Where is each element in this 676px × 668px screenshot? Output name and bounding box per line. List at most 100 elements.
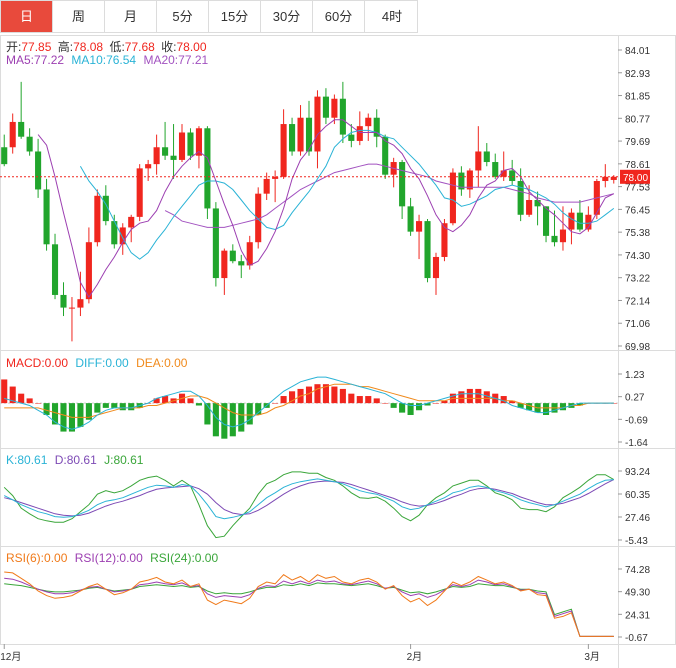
ma20-value: 77.21 <box>178 53 209 67</box>
candle-body <box>602 176 609 182</box>
candle-body <box>170 155 177 160</box>
candle-body <box>509 170 516 182</box>
ma5-label: MA5: <box>6 53 35 67</box>
macd-legend: MACD:0.00 DIFF:0.00 DEA:0.00 <box>6 356 187 370</box>
rsi6-value: 0.00 <box>44 551 68 565</box>
candle-body <box>280 124 287 177</box>
candle-body <box>26 136 33 152</box>
open-value: 77.85 <box>21 40 52 54</box>
rsi6-line <box>4 571 614 637</box>
candle-body <box>314 96 321 152</box>
macd-bar <box>416 403 423 411</box>
macd-bar <box>356 396 363 404</box>
candle-body <box>348 134 355 141</box>
last-price-tag-bg <box>620 169 650 184</box>
y-tick-label: 24.31 <box>625 610 650 621</box>
macd-bar <box>195 403 202 406</box>
tab-30min[interactable]: 30分 <box>261 1 313 32</box>
tab-5min[interactable]: 5分 <box>157 1 209 32</box>
candle-body <box>297 117 304 152</box>
rsi6-label: RSI(6): <box>6 551 45 565</box>
tab-month[interactable]: 月 <box>105 1 157 32</box>
macd-bar <box>390 403 397 408</box>
macd-bar <box>94 403 101 413</box>
macd-bar <box>246 403 253 425</box>
macd-bar <box>51 403 59 425</box>
candle-body <box>153 147 160 165</box>
macd-bar <box>517 403 524 408</box>
open-label: 开: <box>6 40 22 54</box>
y-tick-label: 69.98 <box>625 342 650 353</box>
tab-60min[interactable]: 60分 <box>313 1 365 32</box>
macd-bar <box>128 403 135 411</box>
rsi24-value: 0.00 <box>194 551 219 565</box>
candle-body <box>94 195 101 243</box>
macd-bar <box>60 403 67 432</box>
macd-bar <box>441 400 448 404</box>
macd-bar <box>424 403 431 406</box>
candle-body <box>517 181 524 215</box>
candle-body <box>339 98 346 135</box>
macd-bar <box>331 386 338 404</box>
candle-body <box>212 208 219 279</box>
candle-body <box>322 96 329 118</box>
kdj-k-line <box>3 478 614 520</box>
macd-bar <box>339 388 346 404</box>
ma10-label: MA10: <box>71 53 107 67</box>
candle-body <box>568 212 575 230</box>
macd-bar <box>365 396 372 404</box>
tab-4hour[interactable]: 4时 <box>381 9 403 24</box>
kdj-d-line <box>4 479 615 517</box>
macd-bar <box>542 403 550 415</box>
x-tick-label: 12月 <box>0 651 21 663</box>
macd-bar <box>373 398 380 404</box>
candle-body <box>128 216 135 228</box>
ma-legend: MA5:77.22 MA10:76.54 MA20:77.21 <box>6 53 208 67</box>
macd-bar <box>221 403 228 439</box>
period-tab-bar: 日 周 月 5分 15分 30分 60分 4时 <box>0 0 418 33</box>
candle-body <box>373 117 380 137</box>
y-tick-label: 27.46 <box>625 513 650 524</box>
tab-15min[interactable]: 15分 <box>209 1 261 32</box>
macd-bar <box>1 379 8 404</box>
y-tick-label: 71.06 <box>625 319 650 330</box>
macd-value: 0.00 <box>44 356 69 370</box>
x-tick-label: 3月 <box>584 651 600 663</box>
k-label: K: <box>6 453 18 467</box>
macd-bar <box>255 403 262 415</box>
macd-bar <box>432 403 440 404</box>
y-tick-label: -0.69 <box>625 415 648 426</box>
dea-line <box>4 383 614 418</box>
macd-bar <box>153 398 160 404</box>
y-tick-label: 84.01 <box>625 46 650 57</box>
tab-day[interactable]: 日 <box>1 1 53 32</box>
candle-body <box>466 170 473 190</box>
candle-body <box>195 128 202 156</box>
y-tick-label: 72.14 <box>625 296 650 307</box>
macd-bar <box>526 403 533 411</box>
candle-body <box>458 172 465 190</box>
macd-bar <box>475 388 482 404</box>
y-tick-label: 75.38 <box>625 228 650 239</box>
tab-week[interactable]: 周 <box>53 1 105 32</box>
macd-bar <box>280 396 287 404</box>
candle-body <box>255 193 262 243</box>
candle-body <box>331 98 338 118</box>
macd-bar <box>576 403 583 406</box>
rsi12-line <box>4 577 614 637</box>
y-tick-label: -1.64 <box>625 438 648 449</box>
y-tick-label: 82.93 <box>625 69 650 80</box>
candle-body <box>1 147 8 165</box>
rsi24-label: RSI(24): <box>150 551 195 565</box>
candle-body <box>204 128 211 209</box>
d-label: D: <box>54 453 67 467</box>
y-tick-label: 73.22 <box>625 274 650 285</box>
candle-body <box>119 227 126 245</box>
candle-body <box>610 176 617 180</box>
candle-body <box>441 223 448 257</box>
candle-body <box>187 132 194 156</box>
candle-body <box>60 294 67 308</box>
macd-bar <box>500 396 507 404</box>
y-tick-label: -0.67 <box>625 633 648 644</box>
